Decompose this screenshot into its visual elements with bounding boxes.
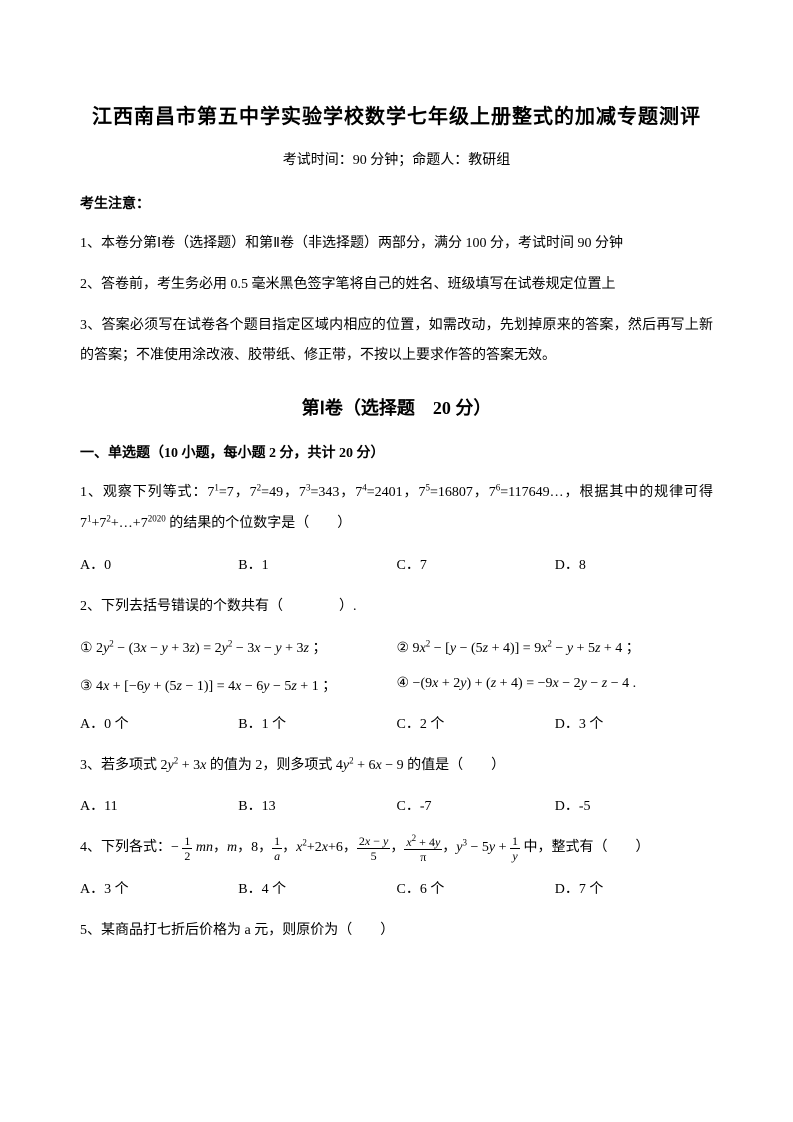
q4-option-d: D．7 个 xyxy=(555,878,713,898)
q1-text: 1、观察下列等式：71=7，72=49，73=343，74=2401，75=16… xyxy=(80,485,713,531)
q3-text: 3、若多项式 2y2 + 3x 的值为 2，则多项式 4y2 + 6x − 9 … xyxy=(80,758,505,773)
q4-text: 4、下列各式：− 12 mn，m，8，1a，x2+2x+6，2x − y5，x2… xyxy=(80,840,650,855)
page-title: 江西南昌市第五中学实验学校数学七年级上册整式的加减专题测评 xyxy=(80,100,713,129)
q2-option-a: A．0 个 xyxy=(80,713,238,733)
q2-eq4: ④ −(9x + 2y) + (z + 4) = −9x − 2y − z − … xyxy=(397,675,714,695)
q4-option-b: B．4 个 xyxy=(238,878,396,898)
notice-item-1: 1、本卷分第Ⅰ卷（选择题）和第Ⅱ卷（非选择题）两部分，满分 100 分，考试时间… xyxy=(80,229,713,260)
question-2: 2、下列去括号错误的个数共有（ ）. xyxy=(80,592,713,623)
q2-option-d: D．3 个 xyxy=(555,713,713,733)
q1-option-a: A．0 xyxy=(80,554,238,574)
q2-option-b: B．1 个 xyxy=(238,713,396,733)
notice-item-3: 3、答案必须写在试卷各个题目指定区域内相应的位置，如需改动，先划掉原来的答案，然… xyxy=(80,311,713,373)
q1-option-b: B．1 xyxy=(238,554,396,574)
q3-option-a: A．11 xyxy=(80,795,238,815)
q4-option-a: A．3 个 xyxy=(80,878,238,898)
q3-option-c: C．-7 xyxy=(397,795,555,815)
notice-item-2: 2、答卷前，考生务必用 0.5 毫米黑色签字笔将自己的姓名、班级填写在试卷规定位… xyxy=(80,270,713,301)
q2-options: A．0 个 B．1 个 C．2 个 D．3 个 xyxy=(80,713,713,733)
q1-option-d: D．8 xyxy=(555,554,713,574)
exam-info: 考试时间：90 分钟；命题人：教研组 xyxy=(80,149,713,169)
question-1: 1、观察下列等式：71=7，72=49，73=343，74=2401，75=16… xyxy=(80,478,713,540)
q3-option-d: D．-5 xyxy=(555,795,713,815)
question-3: 3、若多项式 2y2 + 3x 的值为 2，则多项式 4y2 + 6x − 9 … xyxy=(80,751,713,782)
q3-options: A．11 B．13 C．-7 D．-5 xyxy=(80,795,713,815)
q1-options: A．0 B．1 C．7 D．8 xyxy=(80,554,713,574)
q2-eq-row-2: ③ 4x + [−6y + (5z − 1)] = 4x − 6y − 5z +… xyxy=(80,675,713,695)
q2-eq2: ② 9x2 − [y − (5z + 4)] = 9x2 − y + 5z + … xyxy=(397,637,714,657)
q2-eq-row-1: ① 2y2 − (3x − y + 3z) = 2y2 − 3x − y + 3… xyxy=(80,637,713,657)
q2-eq3: ③ 4x + [−6y + (5z − 1)] = 4x − 6y − 5z +… xyxy=(80,675,397,695)
section-title: 第Ⅰ卷（选择题 20 分） xyxy=(80,394,713,420)
q3-option-b: B．13 xyxy=(238,795,396,815)
question-5: 5、某商品打七折后价格为 a 元，则原价为（ ） xyxy=(80,916,713,947)
q2-eq1: ① 2y2 − (3x − y + 3z) = 2y2 − 3x − y + 3… xyxy=(80,637,397,657)
q4-options: A．3 个 B．4 个 C．6 个 D．7 个 xyxy=(80,878,713,898)
subsection-title: 一、单选题（10 小题，每小题 2 分，共计 20 分） xyxy=(80,442,713,462)
q1-option-c: C．7 xyxy=(397,554,555,574)
question-4: 4、下列各式：− 12 mn，m，8，1a，x2+2x+6，2x − y5，x2… xyxy=(80,833,713,864)
notice-heading: 考生注意： xyxy=(80,193,713,213)
q2-option-c: C．2 个 xyxy=(397,713,555,733)
q4-option-c: C．6 个 xyxy=(397,878,555,898)
